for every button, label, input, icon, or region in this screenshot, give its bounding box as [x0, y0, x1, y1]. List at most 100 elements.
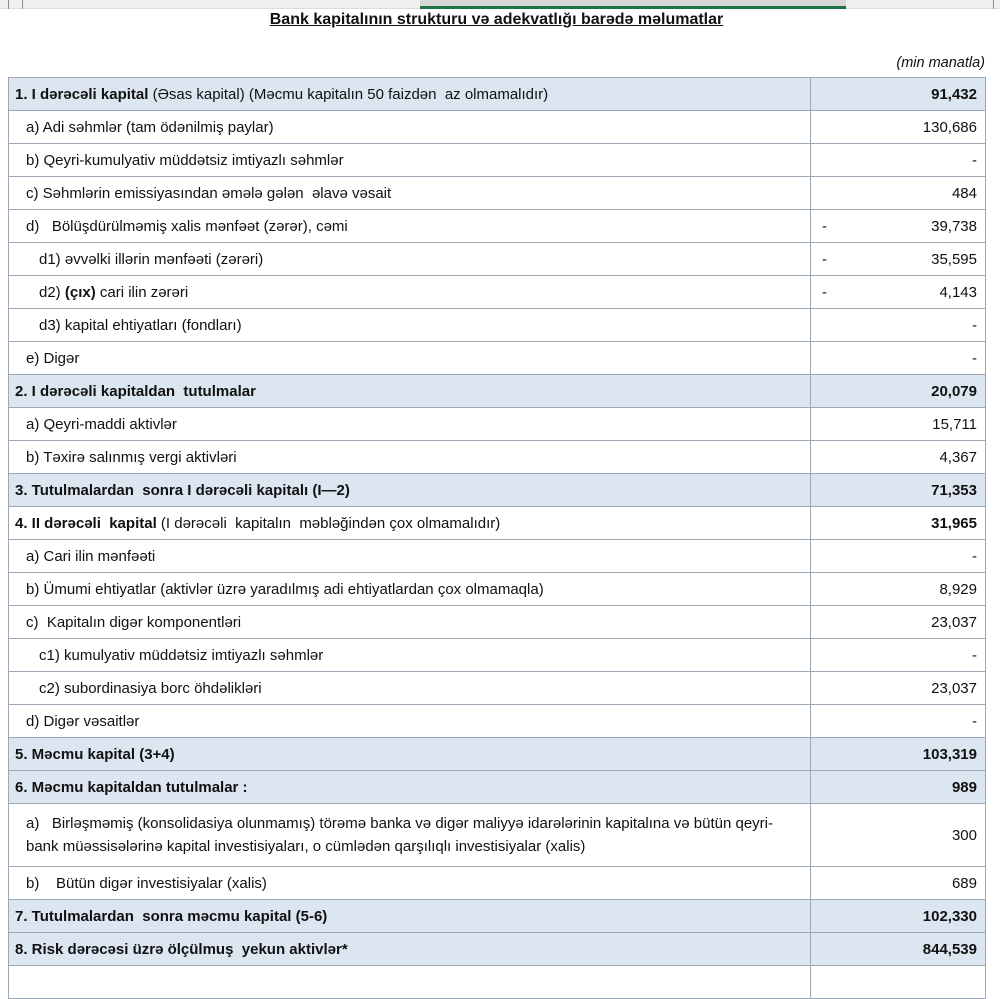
row-value-cell[interactable]: 300 [810, 803, 986, 867]
row-value-cell[interactable]: - 39,738 [810, 209, 986, 243]
table-row: 6. Məcmu kapitaldan tutulmalar : 989 [8, 770, 986, 804]
row-value-cell[interactable]: 989 [810, 770, 986, 804]
row-label-cell[interactable]: b) Ümumi ehtiyatlar (aktivlər üzrə yarad… [8, 572, 811, 606]
row-label-cell[interactable]: a) Qeyri-maddi aktivlər [8, 407, 811, 441]
row-value: 130,686 [922, 118, 977, 136]
row-value-cell[interactable]: - 35,595 [810, 242, 986, 276]
table-row: b) Təxirə salınmış vergi aktivləri 4,367 [8, 440, 986, 474]
selected-column-header[interactable] [420, 0, 846, 9]
table-row: c) Kapitalın digər komponentləri 23,037 [8, 605, 986, 639]
row-label-cell[interactable]: d3) kapital ehtiyatları (fondları) [8, 308, 811, 342]
row-label-cell[interactable]: d) Digər vəsaitlər [8, 704, 811, 738]
row-value: 989 [951, 778, 977, 796]
row-value: 484 [951, 184, 977, 202]
row-label-cell[interactable]: 8. Risk dərəcəsi üzrə ölçülmuş yekun akt… [8, 932, 811, 966]
row-value-cell[interactable]: 484 [810, 176, 986, 210]
table-row: d1) əvvəlki illərin mənfəəti (zərəri) - … [8, 242, 986, 276]
table-row: a) Cari ilin mənfəəti - [8, 539, 986, 573]
row-value-cell[interactable]: - [810, 308, 986, 342]
table-row: 7. Tutulmalardan sonra məcmu kapital (5-… [8, 899, 986, 933]
row-label-cell[interactable]: b) Qeyri-kumulyativ müddətsiz imtiyazlı … [8, 143, 811, 177]
row-value-cell[interactable]: 102,330 [810, 899, 986, 933]
row-value: 4,143 [939, 283, 977, 301]
row-label-cell[interactable]: c2) subordinasiya borc öhdəlikləri [8, 671, 811, 705]
row-label-cell[interactable]: b) Bütün digər investisiyalar (xalis) [8, 866, 811, 900]
row-value-cell[interactable]: 8,929 [810, 572, 986, 606]
unit-note: (min manatla) [896, 55, 985, 71]
row-value: 23,037 [931, 613, 977, 631]
row-label-cell[interactable]: 6. Məcmu kapitaldan tutulmalar : [8, 770, 811, 804]
row-label-cell[interactable]: b) Təxirə salınmış vergi aktivləri [8, 440, 811, 474]
capital-table-body: 1. I dərəcəli kapital (Əsas kapital) (Mə… [8, 77, 986, 999]
row-value-cell[interactable] [810, 965, 986, 999]
row-value-cell[interactable]: 15,711 [810, 407, 986, 441]
row-label-cell[interactable]: a) Birləşməmiş (konsolidasiya olunmamış)… [8, 803, 811, 867]
row-value-cell[interactable]: - [810, 704, 986, 738]
row-label-cell[interactable]: e) Digər [8, 341, 811, 375]
row-value: 300 [951, 826, 977, 844]
row-label-cell[interactable]: 7. Tutulmalardan sonra məcmu kapital (5-… [8, 899, 811, 933]
row-value-cell[interactable]: 103,319 [810, 737, 986, 771]
row-value-cell[interactable]: 20,079 [810, 374, 986, 408]
row-label-cell[interactable]: 2. I dərəcəli kapitaldan tutulmalar [8, 374, 811, 408]
row-label-cell[interactable]: 3. Tutulmalardan sonra I dərəcəli kapita… [8, 473, 811, 507]
table-row: 4. II dərəcəli kapital (I dərəcəli kapit… [8, 506, 986, 540]
table-row: d) Digər vəsaitlər - [8, 704, 986, 738]
row-value-cell[interactable]: - [810, 341, 986, 375]
row-value: 103,319 [922, 745, 977, 763]
row-label-cell[interactable]: c1) kumulyativ müddətsiz imtiyazlı səhml… [8, 638, 811, 672]
negative-sign: - [822, 283, 827, 301]
row-label-cell[interactable]: 5. Məcmu kapital (3+4) [8, 737, 811, 771]
row-value: - [972, 646, 977, 664]
table-row: a) Adi səhmlər (tam ödənilmiş paylar) 13… [8, 110, 986, 144]
row-value-cell[interactable]: - [810, 143, 986, 177]
table-row: 1. I dərəcəli kapital (Əsas kapital) (Mə… [8, 77, 986, 111]
table-row: 8. Risk dərəcəsi üzrə ölçülmuş yekun akt… [8, 932, 986, 966]
table-row: 3. Tutulmalardan sonra I dərəcəli kapita… [8, 473, 986, 507]
row-value-cell[interactable]: 23,037 [810, 671, 986, 705]
row-label-cell[interactable]: a) Adi səhmlər (tam ödənilmiş paylar) [8, 110, 811, 144]
row-value: 39,738 [931, 217, 977, 235]
row-label-cell[interactable]: c) Səhmlərin emissiyasından əmələ gələn … [8, 176, 811, 210]
capital-structure-table: 1. I dərəcəli kapital (Əsas kapital) (Mə… [8, 77, 986, 999]
row-value-cell[interactable]: 71,353 [810, 473, 986, 507]
row-value: 844,539 [922, 940, 977, 958]
row-label-cell[interactable]: 4. II dərəcəli kapital (I dərəcəli kapit… [8, 506, 811, 540]
row-value-cell[interactable]: 130,686 [810, 110, 986, 144]
table-row: b) Ümumi ehtiyatlar (aktivlər üzrə yarad… [8, 572, 986, 606]
row-label-cell[interactable] [8, 965, 811, 999]
row-value-cell[interactable]: - 4,143 [810, 275, 986, 309]
table-row: 5. Məcmu kapital (3+4) 103,319 [8, 737, 986, 771]
row-value: 91,432 [931, 85, 977, 103]
row-value-cell[interactable]: 23,037 [810, 605, 986, 639]
row-value: - [972, 316, 977, 334]
table-row: c2) subordinasiya borc öhdəlikləri 23,03… [8, 671, 986, 705]
table-row: a) Birləşməmiş (konsolidasiya olunmamış)… [8, 803, 986, 867]
row-value: - [972, 151, 977, 169]
row-label-cell[interactable]: d1) əvvəlki illərin mənfəəti (zərəri) [8, 242, 811, 276]
row-value: 689 [951, 874, 977, 892]
row-value-cell[interactable]: - [810, 539, 986, 573]
row-value-cell[interactable]: 844,539 [810, 932, 986, 966]
table-row: e) Digər - [8, 341, 986, 375]
table-row: b) Bütün digər investisiyalar (xalis) 68… [8, 866, 986, 900]
negative-sign: - [822, 217, 827, 235]
row-label-cell[interactable]: d) Bölüşdürülməmiş xalis mənfəət (zərər)… [8, 209, 811, 243]
row-value: 23,037 [931, 679, 977, 697]
row-value-cell[interactable]: 689 [810, 866, 986, 900]
row-label-cell[interactable]: d2) (çıx) cari ilin zərəri [8, 275, 811, 309]
table-row: c) Səhmlərin emissiyasından əmələ gələn … [8, 176, 986, 210]
table-row: a) Qeyri-maddi aktivlər 15,711 [8, 407, 986, 441]
row-value-cell[interactable]: 91,432 [810, 77, 986, 111]
row-value: 71,353 [931, 481, 977, 499]
table-row: d3) kapital ehtiyatları (fondları) - [8, 308, 986, 342]
row-label-cell[interactable]: c) Kapitalın digər komponentləri [8, 605, 811, 639]
row-value: 31,965 [931, 514, 977, 532]
row-value-cell[interactable]: - [810, 638, 986, 672]
row-value: 102,330 [922, 907, 977, 925]
row-label-cell[interactable]: a) Cari ilin mənfəəti [8, 539, 811, 573]
row-value-cell[interactable]: 31,965 [810, 506, 986, 540]
grid-line [22, 0, 23, 9]
row-label-cell[interactable]: 1. I dərəcəli kapital (Əsas kapital) (Mə… [8, 77, 811, 111]
row-value-cell[interactable]: 4,367 [810, 440, 986, 474]
